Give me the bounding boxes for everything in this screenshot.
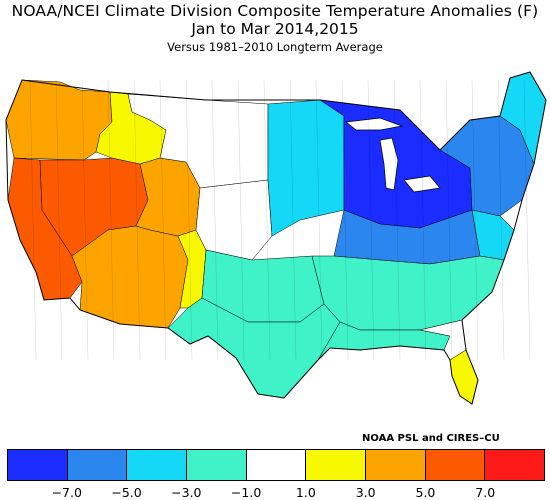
- map-region-northern-plains: [127, 93, 269, 189]
- legend-swatch-1: [67, 450, 128, 480]
- map-subtitle: Jan to Mar 2014,2015: [191, 20, 359, 38]
- legend-swatch-4: [246, 450, 307, 480]
- legend-tick-label: 7.0: [475, 485, 496, 500]
- map-region-upper-midwest: [267, 99, 345, 237]
- division-line: [367, 79, 375, 361]
- division-line: [471, 79, 479, 361]
- division-line: [55, 79, 63, 361]
- division-line: [523, 79, 531, 361]
- legend-tick-label: −7.0: [51, 485, 82, 500]
- legend-swatch-7: [425, 450, 486, 480]
- division-line: [341, 79, 349, 361]
- division-line: [419, 79, 427, 361]
- legend-tick-labels: −7.0 −5.0 −3.0 −1.0 1.0 3.0 5.0 7.0: [7, 485, 545, 500]
- lake-1: [379, 137, 399, 191]
- division-line: [289, 79, 297, 361]
- division-line: [445, 79, 453, 361]
- map-region-pacific-northwest-coast: [5, 79, 113, 161]
- legend-swatch-3: [187, 450, 247, 480]
- division-line: [185, 79, 193, 361]
- us-climate-division-map: [5, 71, 547, 405]
- legend-tick-label: −5.0: [111, 485, 142, 500]
- division-line: [237, 79, 245, 361]
- division-line: [81, 79, 89, 361]
- climate-division-regions: [5, 71, 547, 405]
- division-line: [159, 79, 167, 361]
- legend-tick-label: −1.0: [230, 485, 262, 500]
- legend-swatch-8: [485, 450, 545, 480]
- color-scale-legend: [7, 449, 545, 481]
- legend-swatch-6: [366, 450, 426, 480]
- legend-swatch-5: [306, 450, 367, 480]
- division-line: [263, 79, 271, 361]
- legend-tick-label: 3.0: [355, 485, 376, 500]
- us-outline: [5, 71, 547, 405]
- legend-tick-label: 5.0: [415, 485, 436, 500]
- legend-swatch-0: [8, 450, 68, 480]
- division-line: [393, 79, 401, 361]
- legend-tick-label: 1.0: [295, 485, 316, 500]
- division-line: [211, 79, 219, 361]
- lake-3: [403, 175, 441, 193]
- map-title: NOAA/NCEI Climate Division Composite Tem…: [11, 2, 539, 20]
- map-baseline-note: Versus 1981–2010 Longterm Average: [167, 40, 383, 54]
- division-line: [133, 79, 141, 361]
- legend-swatch-2: [127, 450, 188, 480]
- credit-label: NOAA PSL and CIRES–CU: [362, 433, 500, 444]
- division-line: [29, 79, 37, 361]
- map-region-central-plains: [195, 179, 273, 261]
- division-boundary-lines: [29, 79, 531, 361]
- division-line: [497, 79, 505, 361]
- legend-tick-label: −3.0: [171, 485, 202, 500]
- lake-2: [345, 117, 404, 131]
- division-line: [107, 79, 115, 361]
- division-line: [315, 79, 323, 361]
- map-region-southeast: [311, 255, 505, 331]
